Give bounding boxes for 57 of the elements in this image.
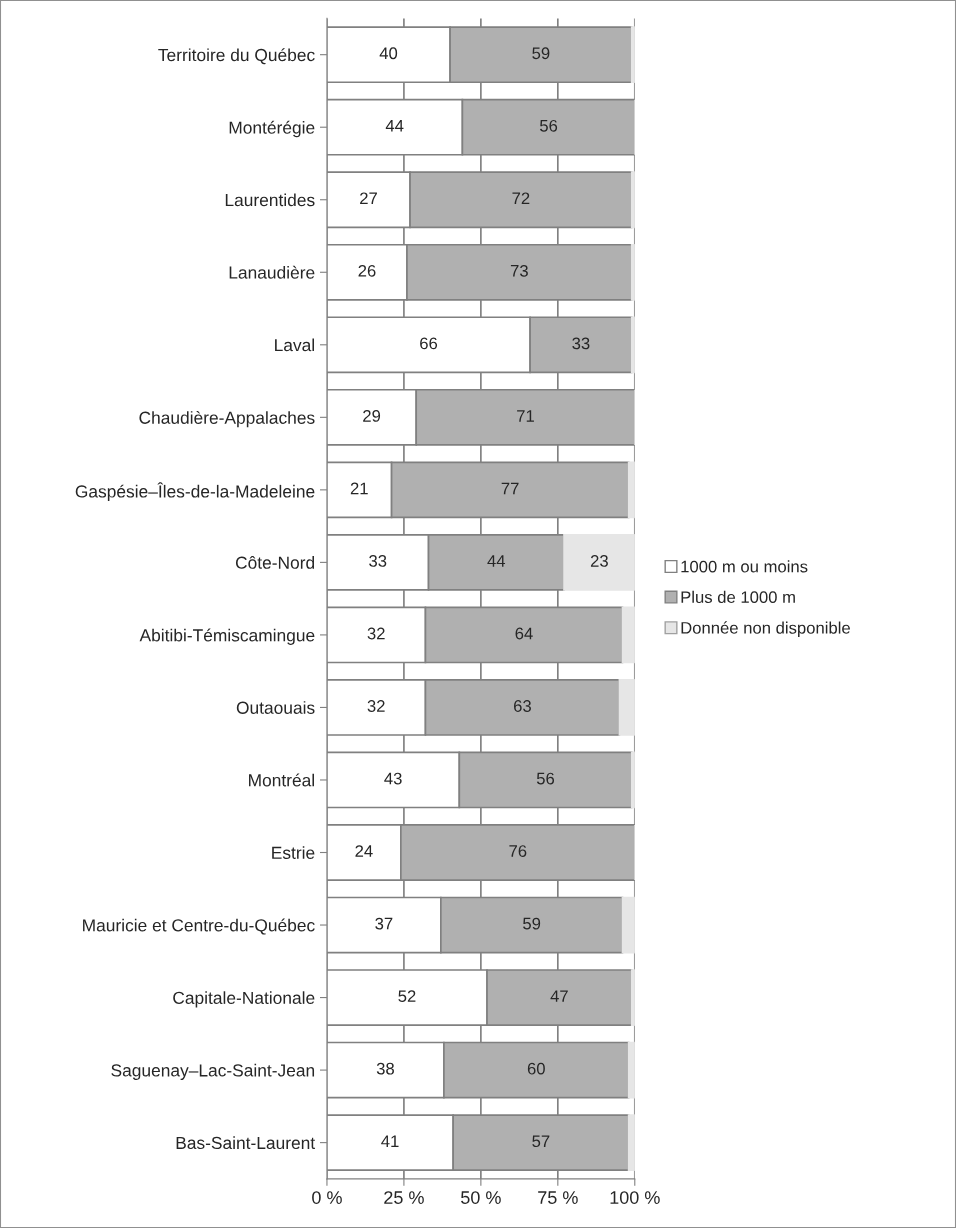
x-tick-label: 100 % [610, 1191, 660, 1204]
y-tick-label: Estrie [272, 846, 315, 859]
data-label: 38 [376, 1062, 394, 1075]
data-label: 33 [369, 555, 387, 567]
y-tick-label: Gaspésie–Îles-de-la-Madeleine [75, 482, 315, 502]
data-label: 44 [487, 555, 506, 567]
y-tick-label: Outaouais [236, 701, 315, 714]
data-label: 56 [539, 119, 558, 132]
data-label: 40 [379, 47, 398, 60]
data-label: 41 [381, 1135, 399, 1147]
data-label: 52 [398, 990, 416, 1003]
data-label: 24 [355, 845, 373, 857]
data-label: 72 [512, 192, 530, 205]
y-tick-label: Saguenay–Lac-Saint-Jean [111, 1063, 315, 1080]
data-label: 64 [515, 627, 533, 640]
data-label: 47 [550, 990, 568, 1002]
data-label: 32 [367, 700, 385, 712]
data-label: 21 [350, 482, 368, 495]
y-tick-label: Laurentides [225, 193, 315, 207]
data-label: 59 [532, 47, 550, 60]
y-tick-label: Lanaudière [229, 265, 315, 279]
data-label: 63 [514, 700, 531, 712]
data-label: 57 [532, 1135, 550, 1148]
data-label: 33 [572, 337, 590, 350]
y-tick-label: Mauricie et Centre-du-Québec [83, 918, 315, 935]
y-tick-label: Capitale-Nationale [173, 991, 315, 1008]
legend-label: Donnée non disponible [681, 621, 850, 638]
y-tick-label: Montréal [249, 773, 314, 787]
legend-label: Plus de 1000 m [681, 590, 795, 604]
data-label: 77 [501, 482, 519, 495]
y-tick-label: Montérégie [229, 120, 315, 138]
data-label: 56 [536, 772, 555, 785]
y-tick-label: Laval [275, 338, 314, 352]
y-tick-label: Abitibi-Témiscamingue [139, 628, 315, 645]
legend-label: 1000 m ou moins [681, 560, 808, 573]
y-tick-label: Côte-Nord [235, 556, 315, 569]
y-tick-label: Chaudière-Appalaches [139, 410, 315, 428]
x-tick-label: 0 % [312, 1191, 342, 1204]
data-label: 26 [358, 264, 376, 277]
data-label: 71 [517, 410, 534, 422]
data-label: 37 [375, 917, 393, 930]
data-label: 32 [367, 627, 385, 640]
y-tick-label: Bas-Saint-Laurent [176, 1136, 316, 1150]
data-label: 60 [527, 1062, 545, 1075]
x-tick-label: 25 % [384, 1191, 424, 1204]
data-label: 76 [509, 845, 527, 857]
data-label: 59 [523, 917, 541, 930]
data-label: 44 [385, 120, 404, 132]
data-label: 23 [590, 555, 608, 567]
data-label: 66 [420, 337, 438, 350]
data-label: 27 [360, 192, 377, 205]
x-tick-label: 50 % [461, 1191, 501, 1204]
x-tick-label: 75 % [538, 1191, 578, 1204]
data-label: 43 [384, 772, 402, 785]
data-label: 73 [510, 264, 528, 277]
data-label: 29 [363, 410, 381, 422]
y-tick-label: Territoire du Québec [158, 48, 315, 65]
